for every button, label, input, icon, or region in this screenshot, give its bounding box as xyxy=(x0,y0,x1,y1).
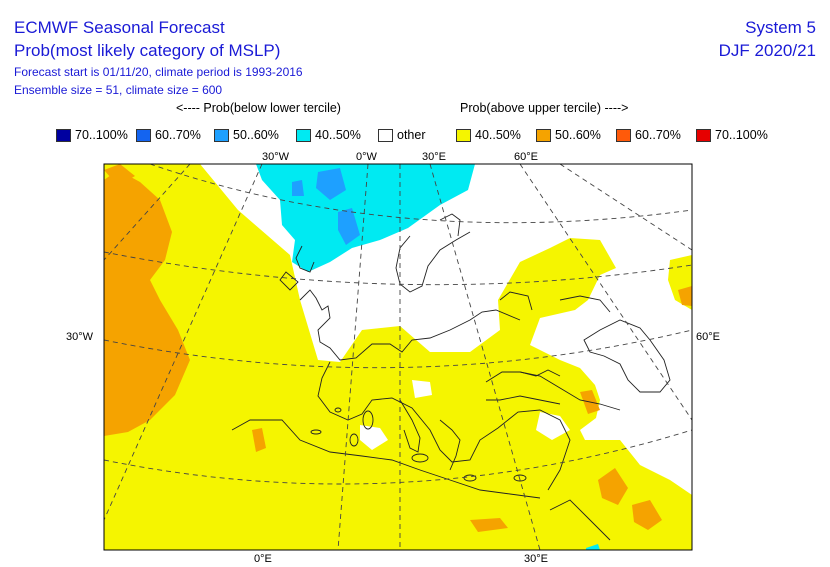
above-tercile-label: Prob(above upper tercile) ----> xyxy=(460,101,629,115)
legend-label: 40..50% xyxy=(475,128,521,142)
lat-label: 30°W xyxy=(66,331,94,343)
legend-swatch xyxy=(136,129,151,142)
lon-label: 30°W xyxy=(262,151,290,163)
system-label: System 5 xyxy=(745,18,816,37)
map-frame xyxy=(103,163,693,551)
graticule xyxy=(104,164,692,550)
probability-shading xyxy=(104,164,692,550)
legend-label: 60..70% xyxy=(155,128,201,142)
ensemble-info: Ensemble size = 51, climate size = 600 xyxy=(14,83,223,97)
season-label: DJF 2020/21 xyxy=(718,41,816,60)
legend-label: other xyxy=(397,128,426,142)
legend-swatch xyxy=(56,129,71,142)
yellow-region xyxy=(104,164,692,550)
legend-label: 50..60% xyxy=(555,128,601,142)
lon-label: 30°E xyxy=(422,151,446,163)
legend-swatch xyxy=(616,129,631,142)
map-title: ECMWF Seasonal Forecast xyxy=(14,18,225,37)
legend-swatch xyxy=(696,129,711,142)
lon-label: 0°E xyxy=(254,553,272,565)
legend-label: 70..100% xyxy=(75,128,128,142)
orange-region-atlantic xyxy=(104,170,190,436)
legend-label: 40..50% xyxy=(315,128,361,142)
below-tercile-label: <---- Prob(below lower tercile) xyxy=(176,101,341,115)
legend-swatch xyxy=(378,129,393,142)
legend-swatch xyxy=(536,129,551,142)
cyan-region xyxy=(256,164,475,272)
lat-label: 60°E xyxy=(696,331,720,343)
lon-label: 60°E xyxy=(514,151,538,163)
legend-swatch xyxy=(456,129,471,142)
lon-label: 30°E xyxy=(524,553,548,565)
forecast-info: Forecast start is 01/11/20, climate peri… xyxy=(14,65,303,79)
legend-label: 60..70% xyxy=(635,128,681,142)
legend-swatch xyxy=(296,129,311,142)
legend-label: 50..60% xyxy=(233,128,279,142)
map-subtitle: Prob(most likely category of MSLP) xyxy=(14,41,281,60)
lon-label: 0°W xyxy=(356,151,378,163)
legend-swatch xyxy=(214,129,229,142)
graticule-labels: 30°W 0°W 30°E 60°E 0°E 30°E 30°W 60°E xyxy=(66,151,720,565)
legend-label: 70..100% xyxy=(715,128,768,142)
coastlines xyxy=(231,213,671,541)
